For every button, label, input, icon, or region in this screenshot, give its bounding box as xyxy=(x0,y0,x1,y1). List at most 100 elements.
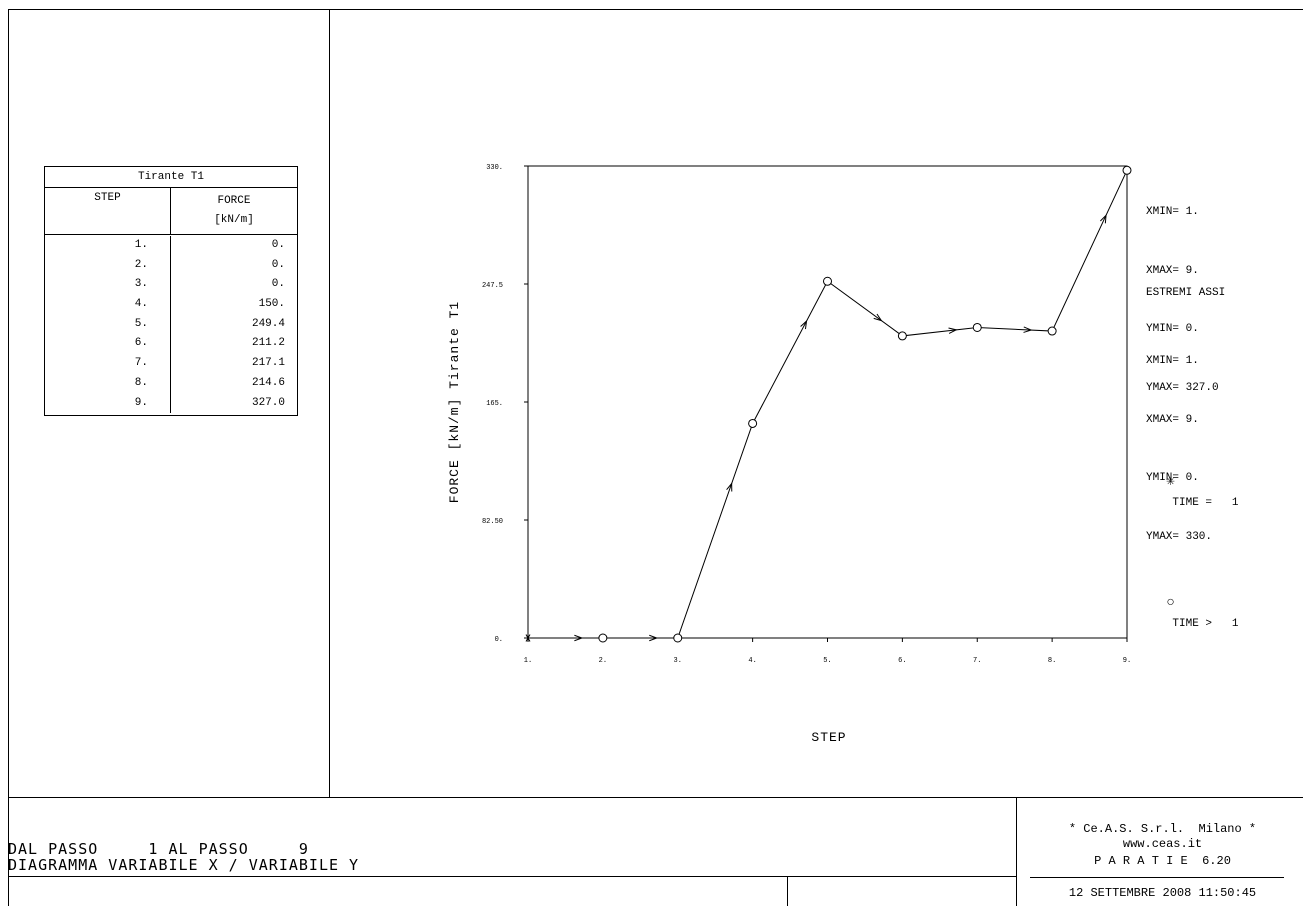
cell-force: 0. xyxy=(271,258,285,271)
table-row: 4. 150. xyxy=(45,295,297,315)
cell-step: 7. xyxy=(45,354,171,374)
x-tick-label: 7. xyxy=(973,657,981,665)
circle-point xyxy=(1122,165,1132,175)
series-line xyxy=(528,170,1128,639)
x-tick-label: 1. xyxy=(524,657,532,665)
column-header-step: STEP xyxy=(45,188,171,234)
arrow-head xyxy=(1100,213,1107,224)
arrow-head xyxy=(948,327,958,334)
plot-frame xyxy=(527,165,1128,639)
ceas-date: 12 SETTEMBRE 2008 11:50:45 xyxy=(1068,886,1257,900)
table-row: 9. 327.0 xyxy=(45,393,297,414)
footer-cell-divider xyxy=(787,876,788,906)
asterisk-icon: ✳ xyxy=(1166,474,1175,490)
data-ymax: YMAX= 327.0 xyxy=(1146,381,1219,394)
circle-point xyxy=(897,331,907,341)
cell-step: 3. xyxy=(45,275,171,296)
frame-left-border xyxy=(8,9,9,906)
x-tick-label: 6. xyxy=(898,657,906,665)
legend-item-later: ○ TIME > 1 xyxy=(1140,573,1238,654)
data-xmin: XMIN= 1. xyxy=(1146,206,1199,218)
cell-force: 217.1 xyxy=(251,357,285,370)
legend: ✳ TIME = 1 ○ TIME > 1 xyxy=(1140,412,1238,674)
arrow-head xyxy=(649,634,659,642)
axes-xmin: XMIN= 1. xyxy=(1146,355,1199,367)
ceas-product: P A R A T I E 6.20 xyxy=(1094,854,1231,868)
cell-step: 9. xyxy=(45,393,171,414)
circle-point xyxy=(598,633,608,643)
arrow-head xyxy=(873,313,883,322)
cell-step: 8. xyxy=(45,373,171,394)
data-extents: XMIN= 1. XMAX= 9. YMIN= 0. YMAX= 327.0 xyxy=(1146,164,1219,418)
y-tick-label: 0. xyxy=(495,636,503,644)
arrow-head xyxy=(574,634,584,642)
axes-xmax: XMAX= 9. xyxy=(1146,413,1199,426)
series-polyline xyxy=(528,170,1128,639)
direction-arrows xyxy=(574,213,1107,642)
table-row: 8. 214.6 xyxy=(45,373,297,394)
cell-force: 0. xyxy=(271,278,285,291)
table-row: 5. 249.4 xyxy=(45,314,297,335)
data-ymin: YMIN= 0. xyxy=(1146,323,1199,335)
force-table: Tirante T1 STEP FORCE [kN/m] 1. 0. 2. 0. 3… xyxy=(44,166,298,417)
table-row: 3. 0. xyxy=(45,275,297,296)
y-tick-label: 247.5 xyxy=(482,282,503,290)
data-xmax: XMAX= 9. xyxy=(1146,264,1199,277)
y-tick-label: 165. xyxy=(486,400,503,408)
footer-divider-vertical xyxy=(1016,797,1017,906)
cell-step: 1. xyxy=(45,236,171,256)
footer-step-range: DAL PASSO 1 AL PASSO 9 xyxy=(8,840,309,858)
table-body: 1. 0. 2. 0. 3. 0. 4. 150. 5. 249.4 6. 211.2 7.… xyxy=(45,235,297,415)
cell-force: 0. xyxy=(271,239,285,251)
legend-label-initial: TIME = 1 xyxy=(1172,497,1239,509)
arrow-head xyxy=(726,482,733,492)
cell-force: 214.6 xyxy=(251,376,285,389)
circle-icon: ○ xyxy=(1166,595,1175,611)
y-tick-label: 330. xyxy=(486,164,503,172)
legend-item-initial: ✳ TIME = 1 xyxy=(1140,452,1238,533)
table-title: Tirante T1 xyxy=(45,167,297,188)
legend-label-later: TIME > 1 xyxy=(1172,618,1239,630)
table-row: 6. 211.2 xyxy=(45,334,297,355)
axes-ymin: YMIN= 0. xyxy=(1146,472,1199,484)
cell-step: 2. xyxy=(45,255,171,276)
arrow-head xyxy=(1023,326,1033,333)
circle-point xyxy=(823,276,832,286)
footer-divider-top xyxy=(8,797,1303,798)
y-tick-label: 82.50 xyxy=(482,518,503,526)
ceas-website: www.ceas.it xyxy=(1122,837,1203,851)
arrow-head xyxy=(800,319,808,330)
x-tick-label: 4. xyxy=(748,657,756,665)
cell-step: 6. xyxy=(45,334,171,355)
footer-divider-inner xyxy=(8,876,1016,877)
table-row: 1. 0. xyxy=(45,236,297,256)
circle-point xyxy=(673,633,683,643)
x-axis-label: STEP xyxy=(811,730,846,745)
circle-point xyxy=(748,418,758,428)
cell-force: 150. xyxy=(258,298,285,311)
table-header: STEP FORCE [kN/m] xyxy=(45,188,297,235)
ceas-box-rule xyxy=(1030,877,1284,878)
x-tick-label: 3. xyxy=(674,657,682,665)
star-stroke xyxy=(525,634,531,642)
circle-point xyxy=(972,322,982,332)
circle-point xyxy=(1047,326,1057,336)
x-axis-ticks: 1. 2. 3. 4. 5. 6. 7. 8. 9. xyxy=(524,638,1131,665)
x-tick-label: 2. xyxy=(599,657,607,665)
axes-ymax: YMAX= 330. xyxy=(1146,530,1213,543)
table-row: 7. 217.1 xyxy=(45,354,297,374)
x-tick-label: 5. xyxy=(823,657,831,665)
data-markers xyxy=(524,165,1132,643)
cell-force: 327.0 xyxy=(251,396,285,409)
y-axis-ticks: 0. 82.50 165. 247.5 330. xyxy=(482,164,528,644)
cell-force: 249.4 xyxy=(251,317,285,330)
x-tick-label: 9. xyxy=(1123,657,1131,665)
table-row: 2. 0. xyxy=(45,255,297,276)
column-header-force: FORCE [kN/m] xyxy=(171,188,297,234)
cell-force: 211.2 xyxy=(251,337,285,350)
x-tick-label: 8. xyxy=(1048,657,1056,665)
footer-diagram-title: DIAGRAMMA VARIABILE X / VARIABILE Y xyxy=(8,856,360,874)
star-point xyxy=(524,634,532,642)
ceas-company: * Ce.A.S. S.r.l. Milano * xyxy=(1068,822,1257,836)
